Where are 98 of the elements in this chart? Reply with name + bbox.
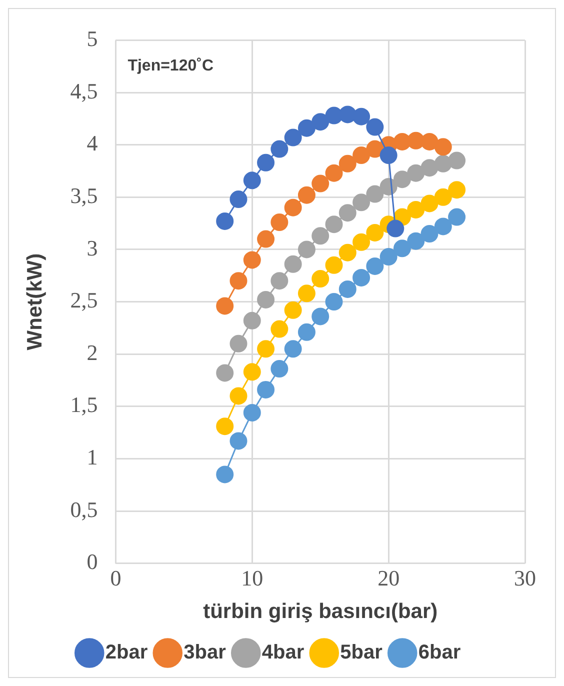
y-axis-title: Wnet(kW) (23, 253, 46, 350)
point (312, 227, 330, 245)
point (338, 204, 356, 222)
y-tick-label: 3,5 (70, 182, 98, 208)
point (298, 119, 316, 137)
point (216, 364, 234, 382)
point (407, 232, 425, 250)
point (298, 240, 316, 258)
point (312, 270, 330, 288)
point (312, 174, 330, 192)
point (284, 198, 302, 216)
point (312, 113, 330, 131)
y-tick-label: 2,5 (70, 288, 98, 313)
x-axis-title: türbin giriş basıncı(bar) (203, 600, 438, 624)
point (380, 248, 398, 266)
point (366, 257, 384, 275)
y-tick-label: 3 (86, 235, 98, 260)
point (366, 224, 384, 242)
point (386, 220, 404, 238)
point (325, 256, 343, 274)
point (270, 320, 288, 338)
point (284, 128, 302, 146)
point (284, 301, 302, 319)
point (366, 118, 384, 136)
point (448, 181, 466, 199)
point (352, 233, 370, 251)
point (243, 404, 261, 422)
point (380, 146, 398, 164)
point (230, 387, 248, 405)
legend-label: 3bar (184, 642, 226, 664)
point (338, 154, 356, 172)
point (448, 152, 466, 170)
point (270, 272, 288, 290)
point (257, 380, 275, 398)
point (352, 194, 370, 212)
point (407, 164, 425, 182)
point (338, 280, 356, 298)
point (243, 172, 261, 190)
point (298, 186, 316, 204)
point (407, 200, 425, 218)
point (230, 272, 248, 290)
x-tick-label: 30 (514, 565, 536, 590)
point (257, 340, 275, 358)
point (420, 132, 438, 150)
point (243, 251, 261, 269)
point (257, 290, 275, 308)
point (448, 208, 466, 226)
point (325, 293, 343, 311)
y-tick-label: 1,5 (70, 392, 98, 418)
point (420, 159, 438, 177)
point (216, 212, 234, 230)
point (325, 216, 343, 234)
legend-label: 2bar (105, 642, 148, 664)
point (420, 225, 438, 243)
y-tick-label: 0,5 (70, 496, 98, 522)
point (284, 340, 302, 358)
y-tick-label: 1 (86, 444, 98, 470)
point (270, 360, 288, 378)
point (230, 334, 248, 352)
y-tick-label: 4,5 (70, 78, 98, 104)
y-tick-label: 2 (86, 340, 98, 365)
point (257, 230, 275, 248)
point (352, 146, 370, 164)
y-tick-label: 5 (86, 26, 98, 51)
point (434, 188, 452, 206)
legend-label: 4bar (262, 642, 304, 664)
point (298, 323, 316, 341)
annotation: Tjen=120˚C (128, 58, 214, 75)
x-tick-label: 10 (241, 565, 264, 590)
point (216, 466, 234, 484)
point (434, 138, 452, 156)
point (312, 308, 330, 326)
point (393, 240, 411, 258)
point (270, 214, 288, 232)
point (270, 140, 288, 158)
point (352, 268, 370, 286)
point (257, 154, 275, 172)
point (243, 363, 261, 381)
x-tick-label: 20 (378, 565, 400, 590)
point (338, 244, 356, 262)
point (393, 170, 411, 188)
point (216, 418, 234, 436)
y-tick-label: 0 (86, 549, 98, 574)
point (230, 190, 248, 208)
point (420, 194, 438, 212)
point (325, 164, 343, 182)
point (298, 284, 316, 302)
x-tick-label: 0 (110, 565, 122, 590)
point (284, 255, 302, 273)
legend-label: 6bar (418, 642, 461, 664)
legend-label: 5bar (340, 642, 383, 664)
point (366, 185, 384, 203)
point (243, 312, 261, 330)
y-tick-label: 4 (86, 130, 98, 156)
point (434, 218, 452, 236)
point (352, 108, 370, 126)
point (216, 297, 234, 315)
point (230, 432, 248, 450)
